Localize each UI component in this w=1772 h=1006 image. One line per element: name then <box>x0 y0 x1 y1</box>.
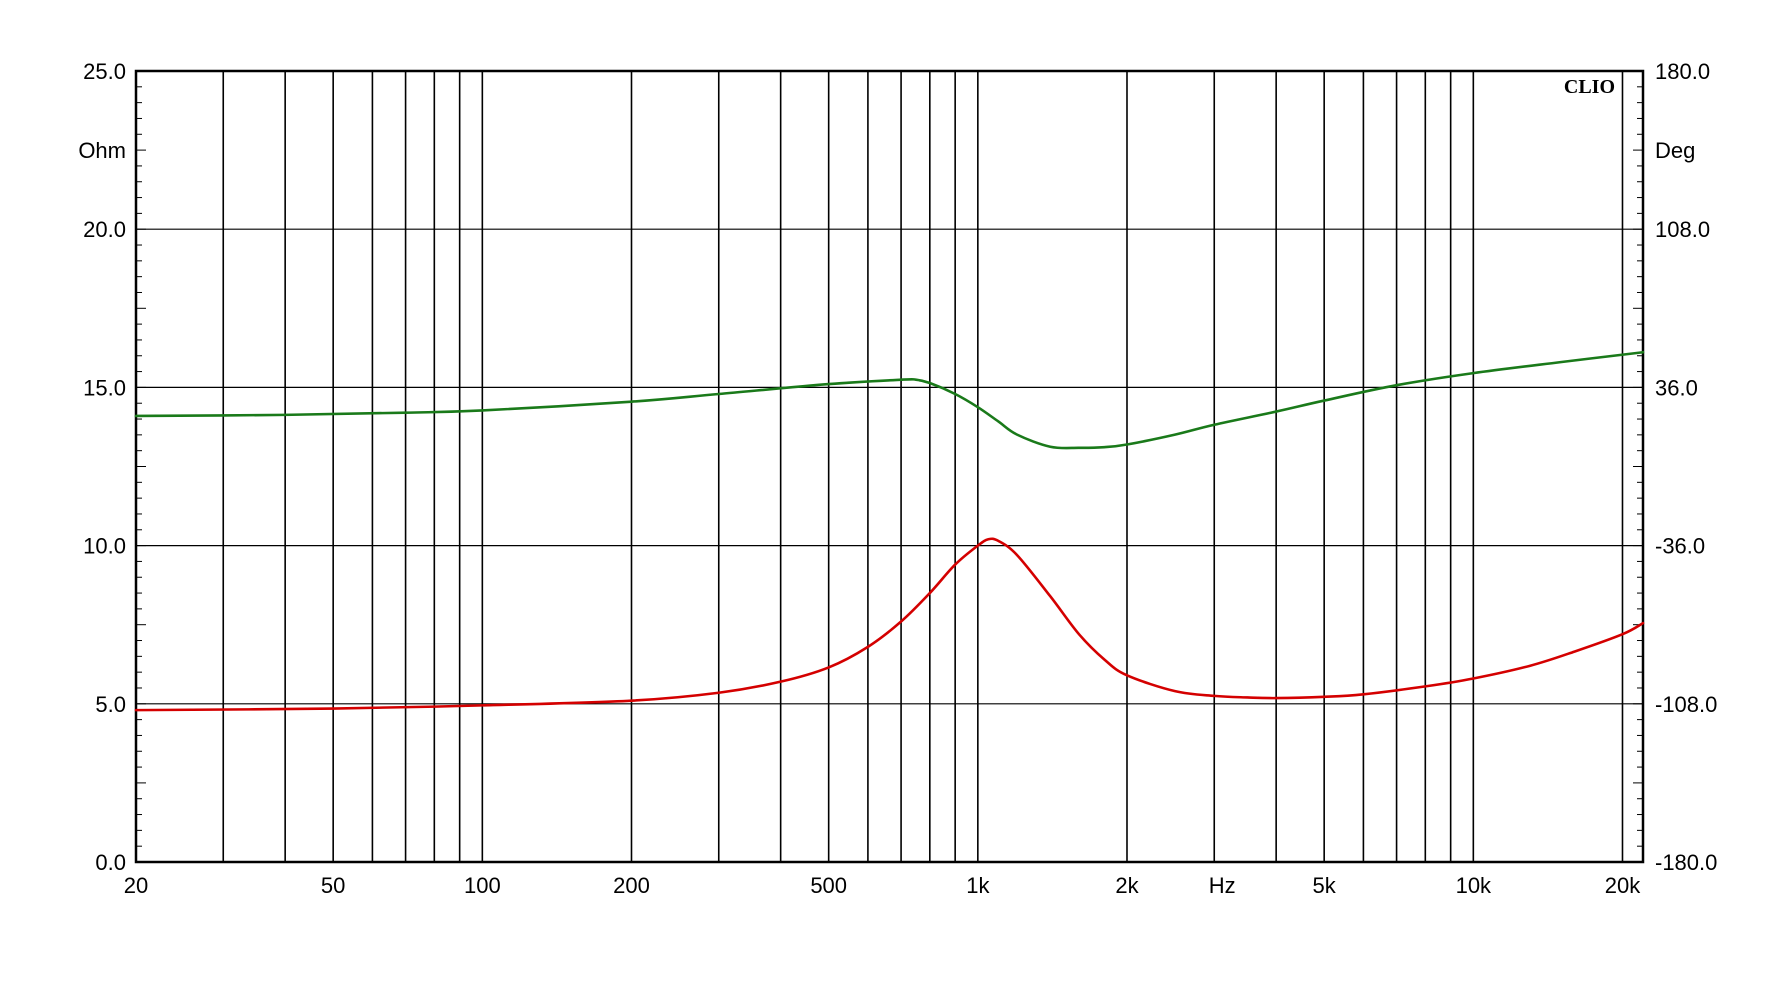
x-tick-label: 5k <box>1313 873 1337 898</box>
x-tick-label: 50 <box>321 873 345 898</box>
x-tick-label: 10k <box>1456 873 1492 898</box>
grid-layer <box>136 71 1643 862</box>
y-left-tick-label: 25.0 <box>83 59 126 84</box>
x-tick-label: 1k <box>966 873 990 898</box>
y-left-unit-label: Ohm <box>78 138 126 163</box>
y-right-tick-label: 36.0 <box>1655 375 1698 400</box>
phase-series-line <box>134 350 1645 450</box>
impedance-series-line <box>134 537 1645 712</box>
y-left-tick-label: 15.0 <box>83 375 126 400</box>
series-layer <box>134 350 1645 712</box>
labels-layer: 0.0 5.0 10.0 15.0 20.0 25.0 -180.0 -108.0 -36.0 3… <box>78 59 1717 898</box>
y-left-tick-label: 5.0 <box>95 692 126 717</box>
x-tick-label: 500 <box>810 873 847 898</box>
x-tick-label: 200 <box>613 873 650 898</box>
brand-logo: CLIO <box>1564 76 1615 98</box>
x-tick-label: 100 <box>464 873 501 898</box>
axis-ticks <box>136 86 1643 847</box>
y-right-tick-label: -108.0 <box>1655 692 1717 717</box>
y-right-tick-label: -36.0 <box>1655 534 1705 559</box>
x-tick-label: 20 <box>124 873 148 898</box>
x-unit-label: Hz <box>1209 873 1236 898</box>
y-left-tick-label: 10.0 <box>83 534 126 559</box>
y-right-tick-label: -180.0 <box>1655 850 1717 875</box>
x-tick-label: 20k <box>1605 873 1641 898</box>
y-right-tick-label: 108.0 <box>1655 217 1710 242</box>
y-right-unit-label: Deg <box>1655 138 1695 163</box>
y-right-tick-label: 180.0 <box>1655 59 1710 84</box>
y-left-tick-label: 0.0 <box>95 850 126 875</box>
y-left-tick-label: 20.0 <box>83 217 126 242</box>
x-tick-label: 2k <box>1115 873 1139 898</box>
